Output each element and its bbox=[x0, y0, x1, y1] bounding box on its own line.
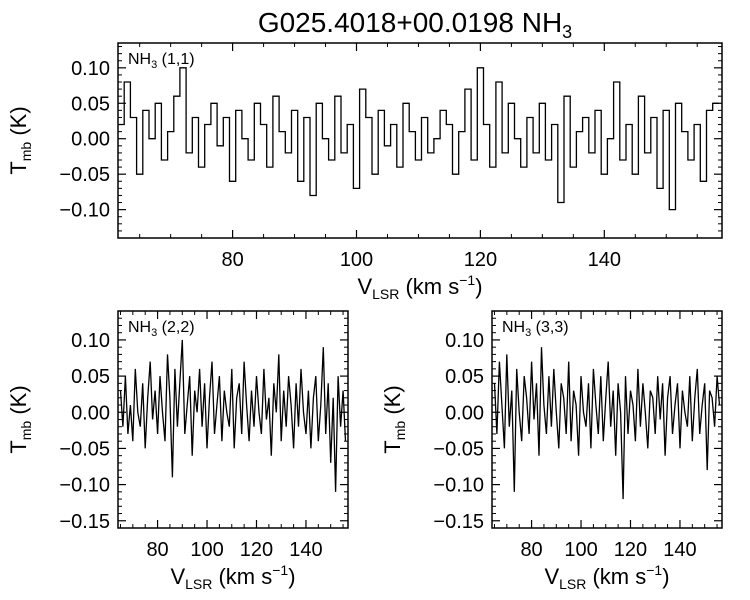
y-axis-label: Tmb (K) bbox=[380, 385, 408, 453]
x-tick-label: 120 bbox=[464, 249, 497, 271]
x-tick-label: 140 bbox=[663, 539, 696, 561]
y-axis-label: Tmb (K) bbox=[6, 385, 34, 453]
y-tick-label: 0.10 bbox=[71, 330, 110, 352]
y-tick-label: −0.15 bbox=[433, 511, 484, 533]
y-tick-label: 0.10 bbox=[445, 330, 484, 352]
x-tick-label: 140 bbox=[588, 249, 621, 271]
panel-label: NH3 (3,3) bbox=[502, 319, 569, 339]
y-tick-label: −0.05 bbox=[59, 164, 110, 186]
x-axis-label: VLSR (km s−1) bbox=[544, 562, 669, 592]
y-tick-label: 0.05 bbox=[71, 366, 110, 388]
spectrum-line bbox=[118, 67, 719, 211]
spectrum-line bbox=[493, 347, 721, 500]
x-tick-label: 80 bbox=[221, 249, 243, 271]
x-axis-label: VLSR (km s−1) bbox=[170, 562, 295, 592]
y-tick-label: 0.00 bbox=[71, 402, 110, 424]
x-tick-label: 140 bbox=[289, 539, 322, 561]
x-tick-label: 80 bbox=[520, 539, 542, 561]
x-axis-label: VLSR (km s−1) bbox=[357, 272, 482, 302]
panel-nh3-33: 80 100 120 140 0.10 0.05 0.00 −0.05 −0.10 −0.15 NH… bbox=[380, 310, 723, 592]
x-tick-label: 100 bbox=[340, 249, 373, 271]
plot-frame bbox=[117, 42, 723, 239]
y-tick-label: 0.05 bbox=[445, 366, 484, 388]
y-tick-label: 0.00 bbox=[71, 129, 110, 151]
panel-nh3-22: 80 100 120 140 0.10 0.05 0.00 −0.05 −0.10 −0.15 NH… bbox=[6, 310, 349, 592]
y-tick-label: −0.15 bbox=[59, 511, 110, 533]
y-tick-label: −0.10 bbox=[433, 475, 484, 497]
y-tick-label: 0.00 bbox=[445, 402, 484, 424]
y-tick-label: −0.05 bbox=[433, 438, 484, 460]
figure-title: G025.4018+00.0198 NH3 bbox=[258, 7, 572, 42]
y-tick-label: −0.10 bbox=[59, 200, 110, 222]
y-tick-label: −0.10 bbox=[59, 475, 110, 497]
y-tick-label: −0.05 bbox=[59, 438, 110, 460]
spectrum-line bbox=[119, 339, 347, 492]
x-tick-label: 120 bbox=[240, 539, 273, 561]
x-tick-label: 120 bbox=[614, 539, 647, 561]
y-tick-label: 0.05 bbox=[71, 93, 110, 115]
y-axis-label: Tmb (K) bbox=[6, 106, 34, 174]
x-tick-label: 100 bbox=[190, 539, 223, 561]
panel-nh3-11: 80 100 120 140 0.10 0.05 0.00 −0.05 −0.10 NH3 (1,… bbox=[6, 42, 723, 302]
y-tick-label: 0.10 bbox=[71, 58, 110, 80]
x-tick-label: 100 bbox=[564, 539, 597, 561]
x-tick-label: 80 bbox=[146, 539, 168, 561]
panel-label: NH3 (2,2) bbox=[128, 319, 195, 339]
panel-label: NH3 (1,1) bbox=[128, 51, 195, 71]
